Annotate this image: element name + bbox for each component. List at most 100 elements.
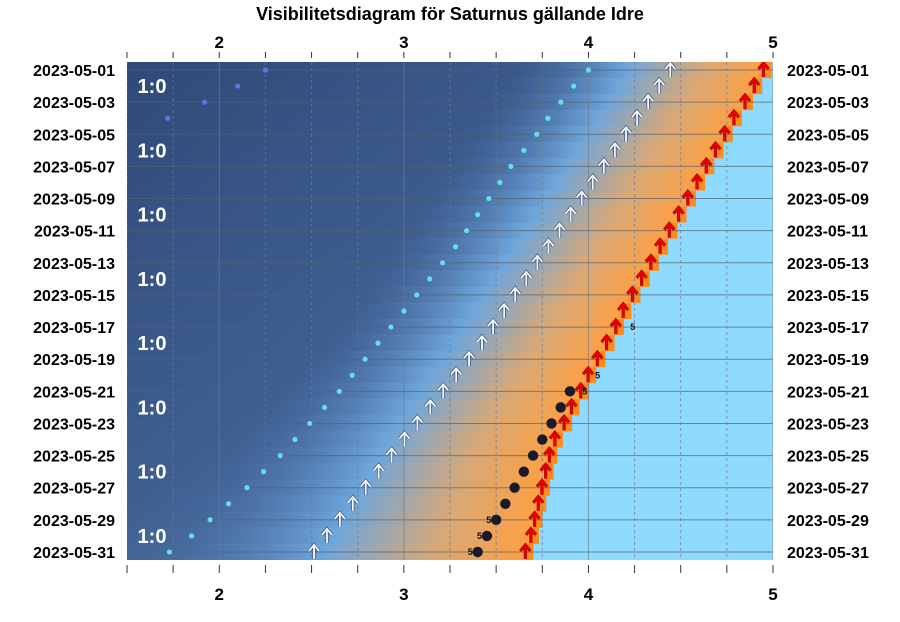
sunrise-arrow bbox=[600, 333, 613, 351]
date-label-right: 2023-05-03 bbox=[787, 95, 869, 112]
sunrise-edge bbox=[754, 78, 763, 95]
twilight-band bbox=[390, 238, 665, 256]
x-tick-label-bottom: 4 bbox=[584, 585, 594, 604]
sunrise-arrow bbox=[672, 205, 685, 222]
sunrise-edge bbox=[623, 302, 632, 320]
sunrise-edge bbox=[538, 495, 547, 513]
daylight-band bbox=[579, 399, 773, 416]
daylight-band bbox=[596, 367, 773, 384]
moon-dot bbox=[585, 67, 592, 73]
twilight-arrow bbox=[619, 124, 633, 142]
sunrise-edge bbox=[606, 335, 615, 352]
moon-dot bbox=[362, 356, 368, 362]
twilight-band bbox=[323, 335, 611, 352]
sunrise-arrow bbox=[718, 124, 731, 142]
twilight-band bbox=[434, 174, 702, 192]
chart-title: Visibilitetsdiagram för Saturnus gälland… bbox=[256, 4, 644, 24]
magnitude-label: 5 bbox=[630, 322, 635, 332]
x-tick-label-bottom: 3 bbox=[399, 585, 408, 604]
moon-dot bbox=[375, 340, 381, 346]
sunrise-arrow bbox=[581, 365, 595, 383]
moon-dot bbox=[349, 372, 355, 378]
sunrise-edge bbox=[545, 463, 554, 481]
moon-label: 1:0 bbox=[138, 269, 167, 291]
moon-dot bbox=[165, 115, 171, 121]
sunrise-arrow bbox=[727, 108, 741, 126]
date-label-left: 2023-05-03 bbox=[33, 95, 115, 112]
moon-dot bbox=[260, 469, 267, 475]
sunrise-edge bbox=[554, 431, 563, 449]
moon-dot bbox=[388, 324, 394, 330]
twilight-arrow bbox=[630, 108, 644, 126]
moon-dot bbox=[486, 195, 492, 202]
sunrise-arrow bbox=[748, 76, 761, 94]
daylight-band bbox=[686, 206, 773, 224]
date-label-left: 2023-05-27 bbox=[33, 481, 115, 498]
moon-dot bbox=[321, 404, 328, 410]
sunrise-arrow bbox=[591, 349, 604, 367]
sunrise-arrow bbox=[548, 430, 562, 447]
x-tick-label-top: 3 bbox=[399, 33, 408, 52]
sunrise-arrow bbox=[535, 478, 549, 495]
moon-dot bbox=[277, 452, 283, 459]
saturn-dot bbox=[518, 466, 530, 477]
magnitude-label: 5 bbox=[486, 515, 491, 525]
date-label-left: 2023-05-13 bbox=[33, 256, 115, 273]
twilight-band bbox=[368, 270, 646, 288]
twilight-arrow bbox=[520, 269, 533, 286]
daylight-band bbox=[649, 270, 773, 288]
date-label-left: 2023-05-29 bbox=[33, 513, 115, 530]
twilight-arrow bbox=[411, 413, 424, 431]
moon-dot bbox=[307, 420, 313, 427]
twilight-band bbox=[168, 527, 535, 545]
twilight-arrow bbox=[508, 285, 522, 302]
x-tick-label-bottom: 5 bbox=[768, 585, 777, 604]
magnitude-label: 5 bbox=[595, 370, 600, 380]
twilight-arrow bbox=[424, 397, 437, 415]
moon-dot bbox=[497, 179, 503, 186]
twilight-band bbox=[298, 367, 593, 384]
sunrise-arrow bbox=[565, 397, 578, 415]
moon-label: 1:0 bbox=[138, 140, 167, 162]
sunrise-arrow bbox=[757, 62, 770, 78]
magnitude-label: 5 bbox=[582, 386, 587, 396]
sunrise-arrow bbox=[690, 172, 704, 190]
date-label-left: 2023-05-15 bbox=[33, 288, 115, 305]
sunrise-arrow bbox=[519, 542, 532, 559]
date-label-left: 2023-05-01 bbox=[33, 63, 115, 80]
sunrise-arrow bbox=[539, 462, 552, 479]
daylight-band bbox=[668, 238, 773, 256]
moon-dot bbox=[427, 276, 433, 282]
daylight-band bbox=[741, 110, 773, 127]
daylight-band bbox=[723, 142, 773, 159]
date-label-right: 2023-05-11 bbox=[787, 224, 868, 241]
twilight-arrow bbox=[398, 430, 411, 447]
date-label-right: 2023-05-09 bbox=[787, 192, 869, 209]
saturn-dot bbox=[509, 482, 520, 493]
moon-label: 1:0 bbox=[138, 462, 167, 484]
daylight-band bbox=[705, 174, 773, 192]
date-label-right: 2023-05-17 bbox=[787, 320, 869, 337]
daylight-band bbox=[762, 78, 773, 95]
twilight-arrow bbox=[462, 349, 476, 367]
sunrise-edge bbox=[733, 110, 742, 127]
twilight-arrow bbox=[333, 510, 347, 527]
sunrise-arrow bbox=[663, 221, 676, 238]
moon-dot bbox=[534, 131, 540, 137]
twilight-band bbox=[501, 78, 759, 95]
moon-label: 1:0 bbox=[138, 333, 167, 355]
twilight-arrow bbox=[486, 317, 500, 335]
moon-dot bbox=[336, 388, 342, 394]
date-label-right: 2023-05-31 bbox=[787, 545, 869, 562]
saturn-dot bbox=[490, 514, 502, 526]
date-label-right: 2023-05-19 bbox=[787, 352, 869, 369]
sunrise-arrow bbox=[524, 526, 538, 543]
sunrise-arrow bbox=[653, 237, 667, 254]
twilight-arrow bbox=[437, 381, 450, 399]
twilight-arrow bbox=[664, 62, 677, 78]
date-label-right: 2023-05-05 bbox=[787, 127, 869, 144]
x-tick-label-top: 5 bbox=[768, 33, 777, 52]
moon-dot bbox=[475, 212, 481, 218]
